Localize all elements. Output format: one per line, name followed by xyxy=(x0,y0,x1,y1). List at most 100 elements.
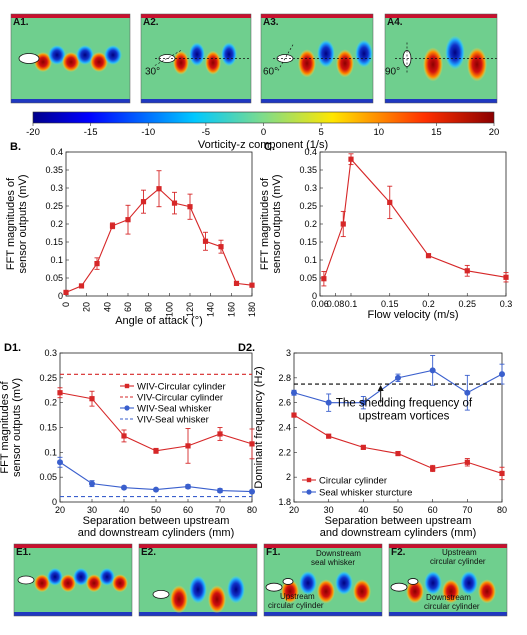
vortex-positive xyxy=(208,585,226,614)
x-tick-label: 120 xyxy=(185,302,195,317)
wall-top xyxy=(261,14,373,18)
data-point xyxy=(156,186,162,192)
chart-d2: 20 30 40 50 60 70 80 1.8 2 2.2 2.4 2.6 2.8 3 D2. Separa… xyxy=(238,342,507,539)
panel-label: F2. xyxy=(391,547,406,558)
series-reference-line xyxy=(321,153,509,287)
panel-frame xyxy=(263,543,383,617)
y-tick-label: 0.05 xyxy=(45,273,63,283)
legend-marker xyxy=(306,477,312,483)
wall-bottom xyxy=(11,99,130,103)
y-tick-label: 0.2 xyxy=(50,219,63,229)
flow-annotation: seal whisker xyxy=(311,558,355,567)
legend-label: VIV-Circular cylinder xyxy=(137,393,223,404)
data-point xyxy=(125,217,131,223)
x-tick-label: 70 xyxy=(462,505,472,515)
data-point xyxy=(78,283,85,289)
x-axis-label: Separation between upstream xyxy=(325,515,472,527)
data-point xyxy=(425,253,432,259)
data-point xyxy=(340,221,346,227)
angle-label: 90° xyxy=(385,67,400,78)
x-tick-label: 40 xyxy=(358,505,368,515)
x-tick-label: 70 xyxy=(215,505,225,515)
angle-label: 60° xyxy=(263,67,278,78)
panel-frame xyxy=(260,13,374,104)
x-tick-label: 80 xyxy=(144,302,154,312)
vortex-negative xyxy=(104,45,122,65)
vortex-positive xyxy=(34,574,50,593)
y-tick-label: 0.15 xyxy=(39,423,57,433)
panel-field xyxy=(389,544,507,616)
panel-label: D2. xyxy=(238,342,255,354)
x-tick-label: 60 xyxy=(183,505,193,515)
vortex-negative xyxy=(335,571,353,595)
data-point xyxy=(360,444,366,450)
y-tick-label: 0.3 xyxy=(44,348,57,358)
y-tick-label: 0.05 xyxy=(299,273,317,283)
data-point xyxy=(57,459,63,466)
flow-annotation: Upstream xyxy=(280,592,315,601)
panel-label: A4. xyxy=(387,17,403,28)
wall-bottom xyxy=(139,612,257,616)
data-point xyxy=(171,200,178,206)
plot-area xyxy=(59,352,253,503)
data-point xyxy=(291,389,297,396)
angle-line xyxy=(277,42,295,71)
data-point xyxy=(499,470,505,477)
y-axis-label: FFT magnitudes of xyxy=(259,177,271,270)
data-point xyxy=(464,389,471,396)
vortex-negative xyxy=(73,567,89,586)
data-point xyxy=(140,199,147,205)
x-tick-label: 60 xyxy=(123,302,133,312)
data-point xyxy=(464,459,470,465)
angle-line xyxy=(154,49,183,66)
wall-top xyxy=(14,544,132,548)
x-tick-label: 0.15 xyxy=(381,299,399,309)
annotation-arrow-head xyxy=(377,385,384,392)
vortex-negative xyxy=(189,42,205,67)
data-point xyxy=(89,480,95,487)
colorbar-tick-label: -15 xyxy=(84,127,98,138)
flow-panel-f2: F2. xyxy=(388,543,508,617)
x-tick-label: 180 xyxy=(247,302,257,317)
panel-field xyxy=(264,544,382,616)
flow-panel-a2: 30° A2. xyxy=(140,13,252,104)
y-tick-label: 0.25 xyxy=(39,373,57,383)
data-point xyxy=(249,488,255,495)
flow-annotation: circular cylinder xyxy=(268,601,324,610)
wall-bottom xyxy=(14,612,132,616)
flow-annotation: Downstream xyxy=(426,593,471,602)
legend-label: Seal whisker sturcture xyxy=(319,488,412,499)
vortex-positive xyxy=(281,579,299,604)
data-point xyxy=(499,371,505,378)
colorbar-tick-label: 10 xyxy=(373,127,384,138)
data-point xyxy=(63,289,69,295)
panel-label: C. xyxy=(264,141,275,153)
x-tick-label: 30 xyxy=(324,505,334,515)
y-tick-label: 1.8 xyxy=(278,497,291,507)
y-axis-label: FFT magnitudes of xyxy=(5,177,17,270)
series-reference-line xyxy=(63,170,255,295)
y-tick-label: 3 xyxy=(286,348,291,358)
data-point xyxy=(218,244,224,250)
colorbar-tick-label: 5 xyxy=(318,127,323,138)
vortex-positive xyxy=(90,52,108,72)
x-tick-label: 80 xyxy=(497,505,507,515)
x-tick-label: 0 xyxy=(61,302,71,307)
vortex-negative xyxy=(48,45,66,65)
legend-label: VIV-Seal whisker xyxy=(137,415,209,426)
data-point xyxy=(387,199,393,205)
vortex-negative xyxy=(460,571,478,595)
data-point xyxy=(94,261,100,267)
colorbar-tick-label: 15 xyxy=(431,127,442,138)
panel-field xyxy=(139,544,257,616)
x-tick-label: 20 xyxy=(82,302,92,312)
data-point xyxy=(217,487,223,494)
flow-panel-a1: A1. xyxy=(10,13,131,104)
downstream-cylinder-body xyxy=(407,578,419,585)
legend-label: Circular cylinder xyxy=(319,476,387,487)
vortex-positive xyxy=(62,52,80,72)
data-point xyxy=(121,433,127,439)
panel-label: E1. xyxy=(16,547,31,558)
annotation-text: The shedding frequency of xyxy=(336,397,473,409)
y-tick-label: 0.4 xyxy=(304,147,317,157)
